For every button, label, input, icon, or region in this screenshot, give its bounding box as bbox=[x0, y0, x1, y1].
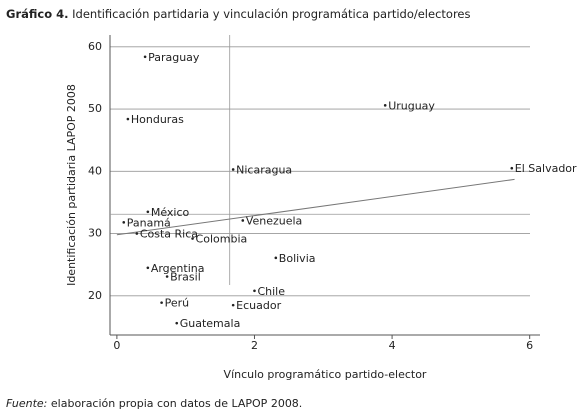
point-label: Costa Rica bbox=[140, 228, 198, 241]
y-axis-label: Identificación partidaria LAPOP 2008 bbox=[65, 84, 78, 286]
point-label: Paraguay bbox=[148, 51, 200, 64]
point bbox=[135, 232, 139, 235]
point bbox=[253, 289, 256, 293]
point-label: Ecuador bbox=[236, 299, 281, 312]
chart-title: Gráfico 4. Identificación partidaria y v… bbox=[6, 7, 471, 21]
point-label: Argentina bbox=[151, 262, 205, 275]
point-label: Honduras bbox=[131, 113, 184, 126]
point bbox=[143, 55, 147, 59]
source: Fuente: elaboración propia con datos de … bbox=[6, 397, 302, 410]
x-tick-label: 4 bbox=[389, 339, 396, 352]
title-text: Identificación partidaria y vinculación … bbox=[72, 7, 470, 21]
y-tick-label: 50 bbox=[88, 102, 102, 115]
y-tick-label: 30 bbox=[88, 227, 102, 240]
point bbox=[383, 104, 387, 107]
point bbox=[241, 219, 245, 222]
point bbox=[146, 210, 150, 214]
x-tick-label: 2 bbox=[251, 339, 258, 352]
point-label: México bbox=[151, 206, 190, 219]
point-label: Venezuela bbox=[246, 214, 303, 227]
point-label: Nicaragua bbox=[236, 163, 292, 176]
x-axis-label: Vínculo programático partido-elector bbox=[224, 368, 427, 381]
point bbox=[122, 221, 126, 224]
y-tick-label: 40 bbox=[88, 164, 102, 177]
point bbox=[146, 266, 150, 270]
point bbox=[175, 321, 179, 325]
source-prefix: Fuente: bbox=[6, 397, 47, 410]
y-tick-label: 60 bbox=[88, 40, 102, 53]
x-tick-label: 0 bbox=[113, 339, 120, 352]
trend-line bbox=[116, 178, 515, 236]
point bbox=[231, 168, 235, 171]
point bbox=[274, 256, 278, 260]
point-label: Perú bbox=[165, 297, 190, 310]
point-label: El Salvador bbox=[515, 162, 577, 175]
point-label: Chile bbox=[257, 285, 285, 298]
point bbox=[510, 166, 514, 170]
point-label: Guatemala bbox=[180, 317, 241, 330]
point bbox=[191, 237, 194, 240]
y-tick-label: 20 bbox=[88, 289, 102, 302]
x-tick-label: 6 bbox=[526, 339, 533, 352]
title-prefix: Gráfico 4. bbox=[6, 7, 69, 21]
point-label: Colombia bbox=[196, 233, 248, 246]
point-label: Bolivia bbox=[279, 252, 316, 265]
point bbox=[126, 117, 130, 121]
point-label: Uruguay bbox=[388, 99, 435, 112]
source-text: elaboración propia con datos de LAPOP 20… bbox=[51, 397, 302, 410]
point-label: Brasil bbox=[170, 270, 201, 283]
point bbox=[165, 275, 169, 278]
point-label: Panamá bbox=[127, 216, 171, 229]
point bbox=[231, 303, 235, 307]
point bbox=[160, 301, 163, 304]
